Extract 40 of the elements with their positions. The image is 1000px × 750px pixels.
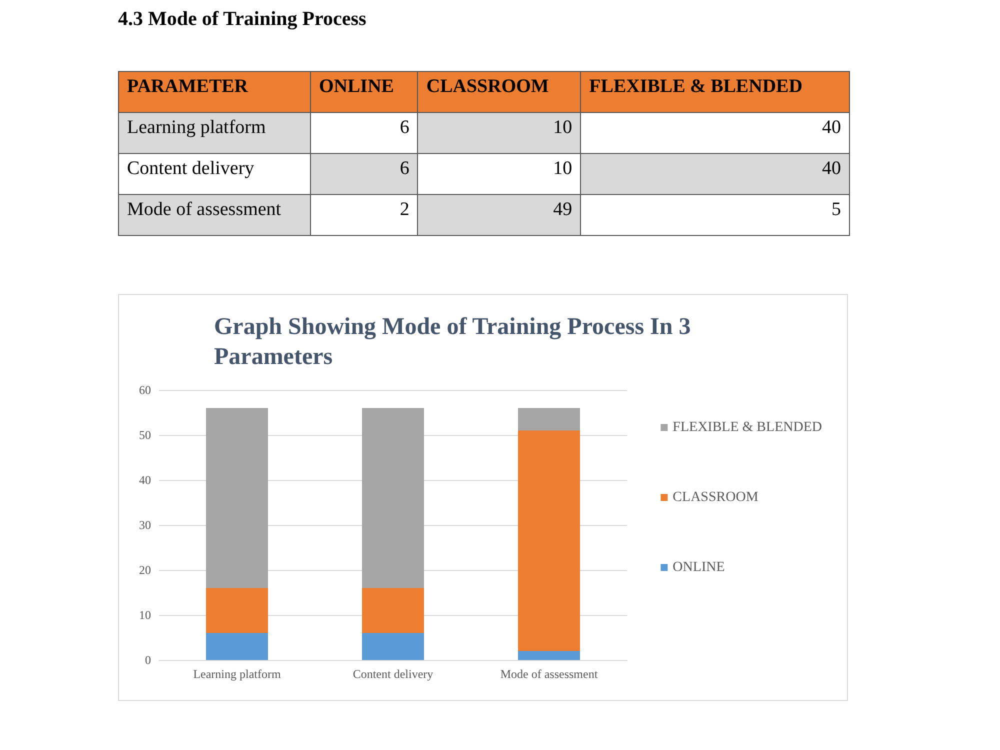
chart-title: Graph Showing Mode of Training Process In 3 Parameters [214,314,697,370]
category-label: Mode of assessment [127,199,282,220]
y-tick-label: 40 [139,473,151,487]
y-tick-label: 10 [139,608,151,622]
bar [362,633,424,660]
x-tick-label: Content delivery [352,667,434,681]
y-tick-label: 50 [139,428,151,442]
text: 40 [822,117,841,138]
bar [206,588,268,633]
text: 6 [400,158,410,179]
text: PARAMETER [118,72,310,112]
bar [518,430,580,651]
legend-label: CLASSROOM [672,490,759,505]
bar [518,408,580,430]
bar [518,651,580,660]
bar [206,633,268,660]
text: 40 [822,158,841,179]
category-label: FLEXIBLE & BLENDED [580,72,850,112]
text: 2 [400,199,410,220]
category-label: CLASSROOM [418,72,581,112]
bar [206,408,268,588]
category-label: Learning platform [127,117,266,138]
y-tick-label: 60 [139,383,151,397]
text: 10 [553,117,572,138]
text: 49 [553,199,572,220]
bar [362,588,424,633]
text: 10 [553,158,572,179]
category-label: ONLINE [310,72,418,112]
y-tick-label: 20 [139,563,151,577]
y-tick-label: 30 [139,518,151,532]
bar [362,408,424,588]
text: 5 [832,199,841,220]
x-tick-label: Mode of assessment [500,667,598,681]
category-label: Content delivery [127,158,254,179]
x-tick-label: Learning platform [193,667,282,681]
text: 6 [400,117,410,138]
legend-label: ONLINE [672,560,725,575]
y-tick-label: 0 [145,653,151,667]
text: 4.3 Mode of Training Process [118,8,368,31]
legend-label: FLEXIBLE & BLENDED [672,420,822,435]
